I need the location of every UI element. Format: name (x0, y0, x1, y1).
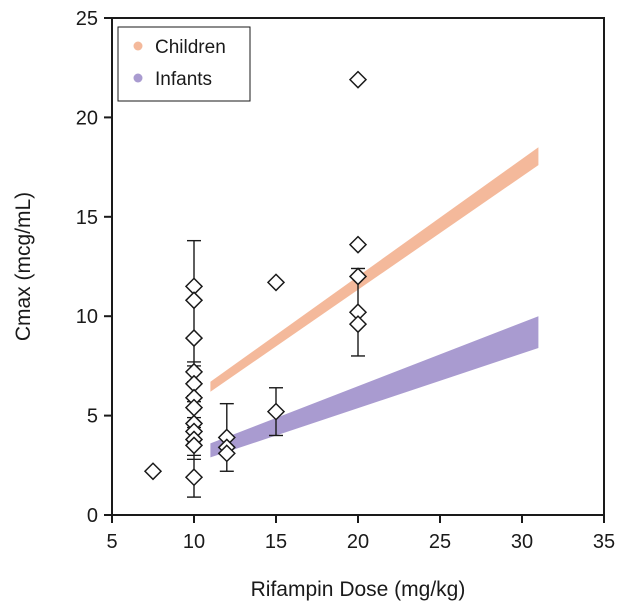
data-point (348, 267, 368, 286)
y-axis-ticks: 0 5 10 15 20 25 (76, 8, 112, 527)
data-point (266, 402, 286, 421)
legend-marker-infants (133, 73, 143, 83)
y-tick-label: 10 (76, 306, 98, 328)
y-tick-label: 15 (76, 207, 98, 229)
band-children (210, 147, 539, 392)
y-tick-label: 25 (76, 8, 98, 30)
data-point (348, 315, 368, 334)
x-tick-label: 20 (347, 531, 369, 553)
x-axis-ticks: 5 10 15 20 25 30 35 (106, 515, 615, 553)
x-axis-title: Rifampin Dose (mg/kg) (251, 578, 466, 601)
x-tick-label: 30 (511, 531, 533, 553)
data-point (184, 436, 204, 455)
data-point (184, 329, 204, 348)
x-tick-label: 10 (183, 531, 205, 553)
data-point (348, 235, 368, 254)
data-point (184, 468, 204, 487)
legend-label-children: Children (155, 37, 226, 58)
y-tick-label: 5 (87, 406, 98, 428)
legend-marker-children (133, 41, 143, 51)
legend: Children Infants (117, 26, 251, 102)
x-tick-label: 25 (429, 531, 451, 553)
data-point (348, 70, 368, 89)
y-tick-label: 0 (87, 505, 98, 527)
data-points (143, 70, 368, 487)
x-tick-label: 15 (265, 531, 287, 553)
data-point (143, 462, 163, 481)
x-tick-label: 35 (593, 531, 615, 553)
data-point (184, 291, 204, 310)
legend-label-infants: Infants (155, 69, 212, 90)
y-axis-title: Cmax (mcg/mL) (12, 192, 35, 341)
x-tick-label: 5 (106, 531, 117, 553)
prediction-bands (210, 147, 539, 458)
band-infants (210, 316, 539, 458)
data-point (266, 273, 286, 292)
y-tick-label: 20 (76, 107, 98, 129)
data-point (217, 444, 236, 463)
legend-box (117, 26, 251, 102)
